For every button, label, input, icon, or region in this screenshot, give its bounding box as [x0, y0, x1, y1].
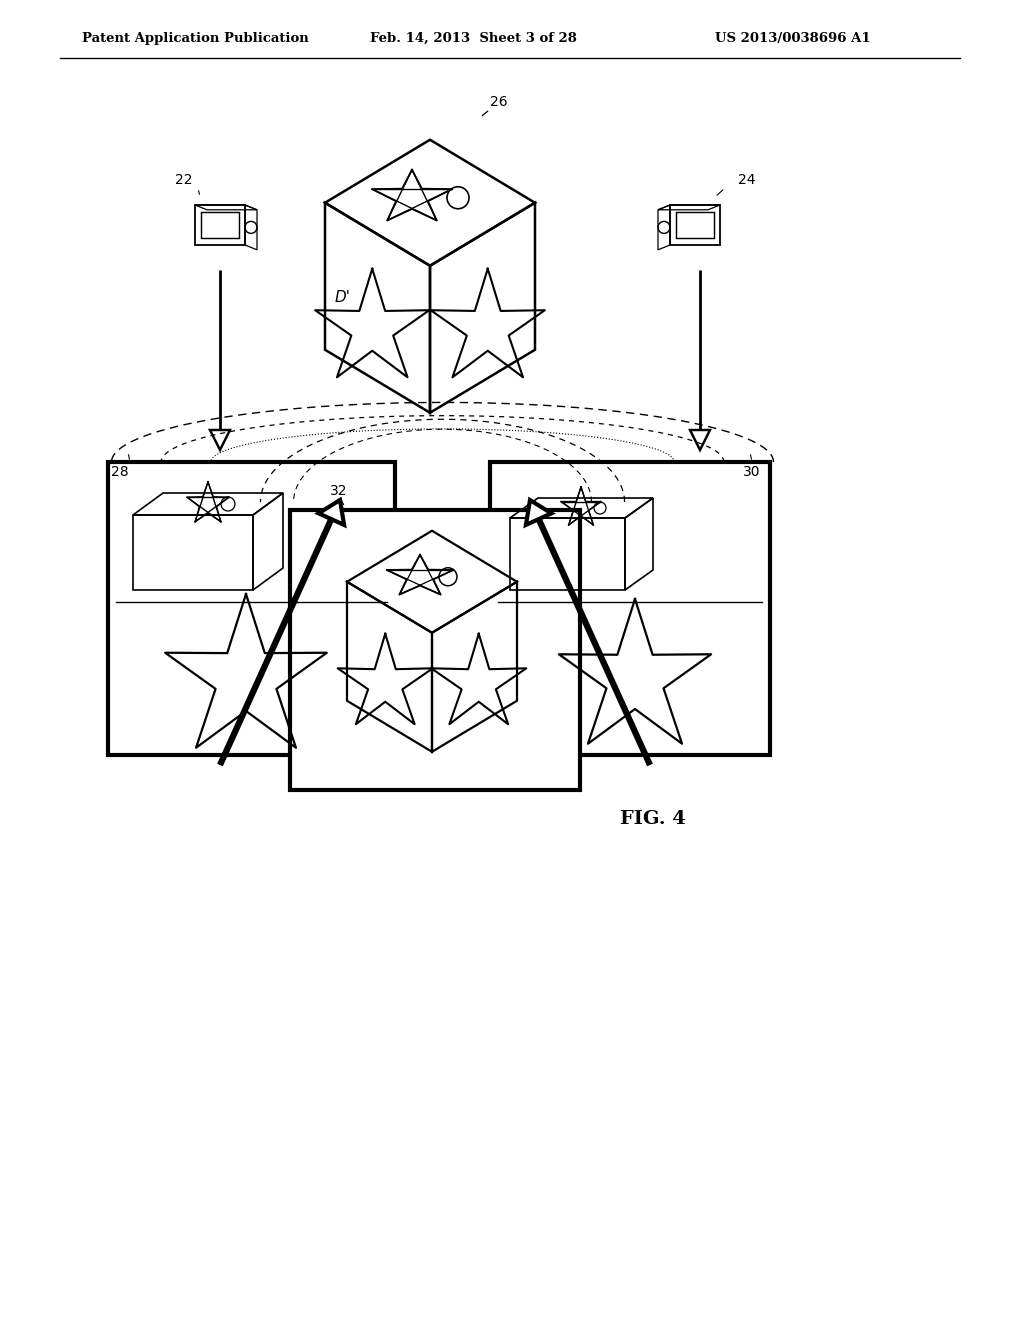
- Text: 24: 24: [738, 173, 756, 187]
- Polygon shape: [210, 430, 230, 450]
- Polygon shape: [290, 510, 580, 789]
- Text: Patent Application Publication: Patent Application Publication: [82, 32, 309, 45]
- Text: 22: 22: [175, 173, 193, 187]
- Polygon shape: [690, 430, 710, 450]
- Polygon shape: [526, 500, 551, 525]
- Text: Feb. 14, 2013  Sheet 3 of 28: Feb. 14, 2013 Sheet 3 of 28: [370, 32, 577, 45]
- Text: 30: 30: [742, 465, 760, 479]
- Text: 26: 26: [490, 95, 508, 110]
- Text: US 2013/0038696 A1: US 2013/0038696 A1: [715, 32, 870, 45]
- Text: 28: 28: [111, 465, 129, 479]
- Text: 32: 32: [330, 484, 347, 498]
- Text: D': D': [335, 290, 351, 305]
- Polygon shape: [108, 462, 395, 755]
- Polygon shape: [490, 462, 770, 755]
- Polygon shape: [318, 500, 344, 525]
- Text: FIG. 4: FIG. 4: [620, 810, 686, 828]
